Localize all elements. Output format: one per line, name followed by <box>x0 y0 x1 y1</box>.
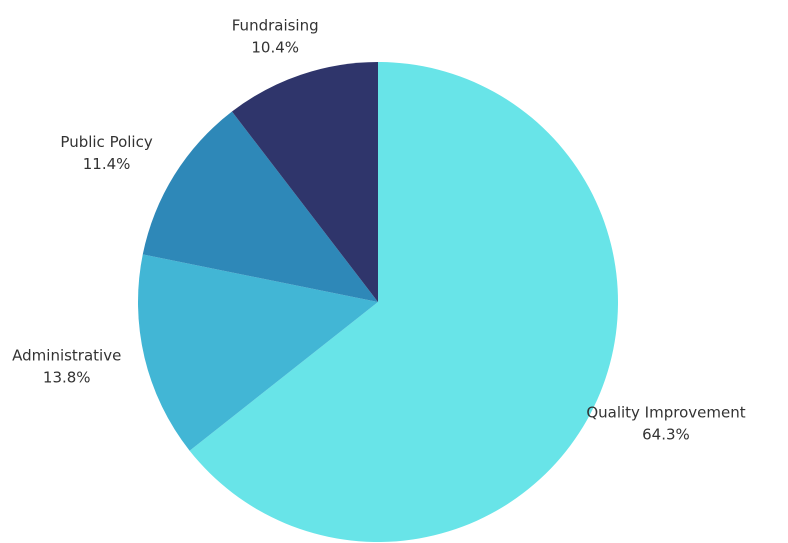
pie-slice <box>137 254 378 451</box>
slice-label: Administrative <box>12 347 121 365</box>
slice-value-label: 10.4% <box>251 38 299 56</box>
pie-slice <box>142 111 378 302</box>
slice-label: Fundraising <box>232 16 319 34</box>
slice-label: Quality Improvement <box>586 404 745 422</box>
slice-value-label: 13.8% <box>43 369 91 387</box>
slice-label: Public Policy <box>60 133 152 151</box>
pie-slice <box>231 62 378 302</box>
pie-slice <box>189 62 618 542</box>
slice-value-label: 11.4% <box>83 155 131 173</box>
slice-value-label: 64.3% <box>642 426 690 444</box>
